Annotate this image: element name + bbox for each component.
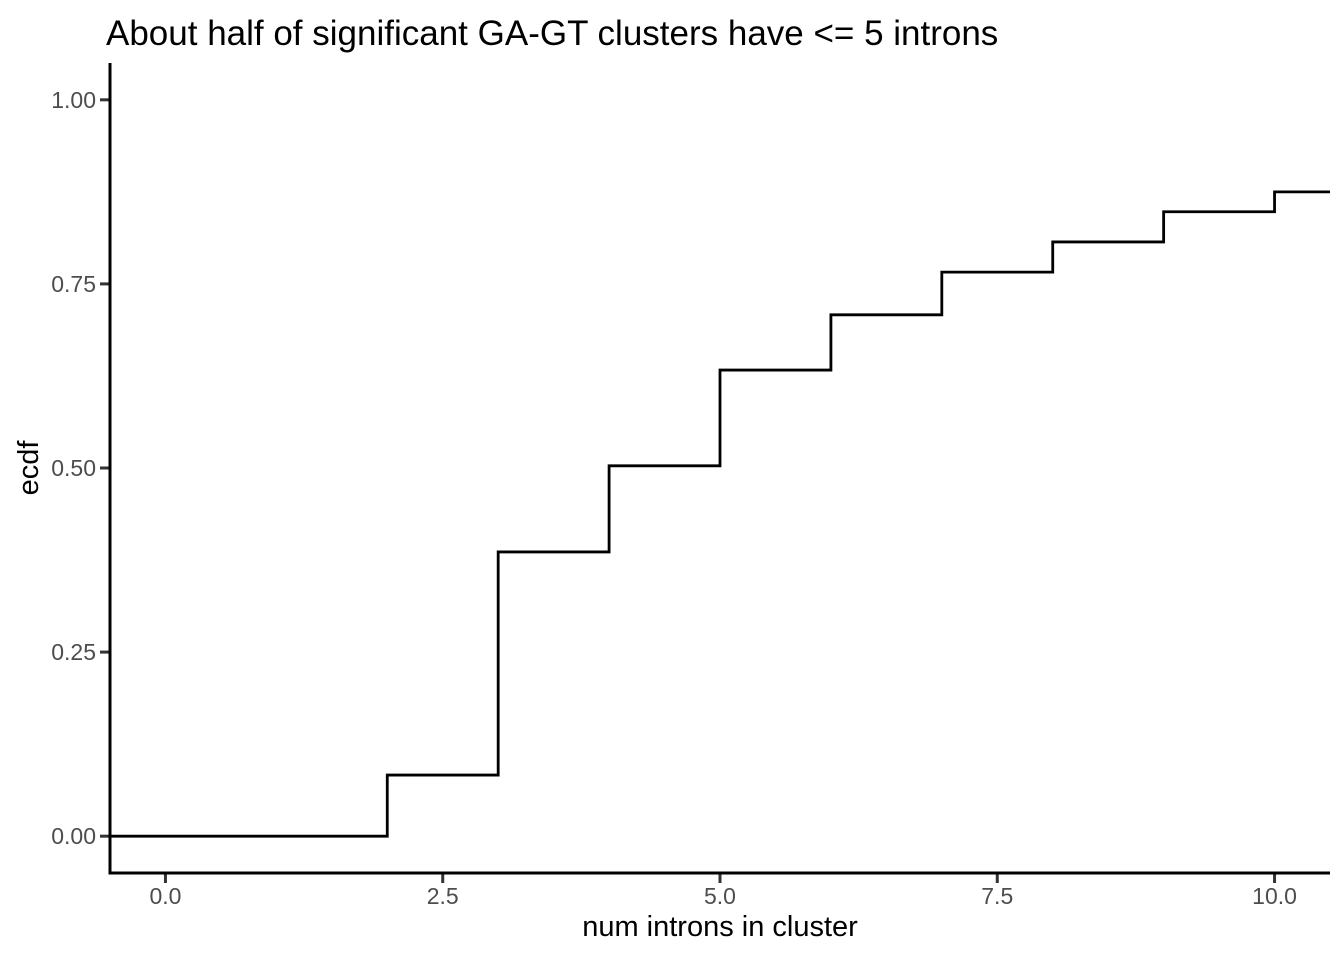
x-tick-label: 7.5 [981, 883, 1013, 909]
x-tick-label: 10.0 [1252, 883, 1297, 909]
x-tick-label: 2.5 [427, 883, 459, 909]
y-tick-label: 0.25 [51, 639, 96, 665]
plot-title: About half of significant GA-GT clusters… [106, 14, 998, 53]
x-tick-label: 5.0 [704, 883, 736, 909]
ecdf-step-line [110, 190, 1330, 838]
x-tick-label: 0.0 [149, 883, 181, 909]
y-tick-label: 0.50 [51, 455, 96, 481]
y-tick-label: 1.00 [51, 87, 96, 113]
y-tick-label: 0.75 [51, 271, 96, 297]
y-tick-label: 0.00 [51, 823, 96, 849]
chart-plot-area: 0.0 2.5 5.0 7.5 10.0 0.00 0.25 0.50 0.75 1.00 [51, 63, 1330, 909]
x-axis-title: num introns in cluster [582, 911, 858, 943]
y-axis-title: ecdf [13, 440, 45, 496]
